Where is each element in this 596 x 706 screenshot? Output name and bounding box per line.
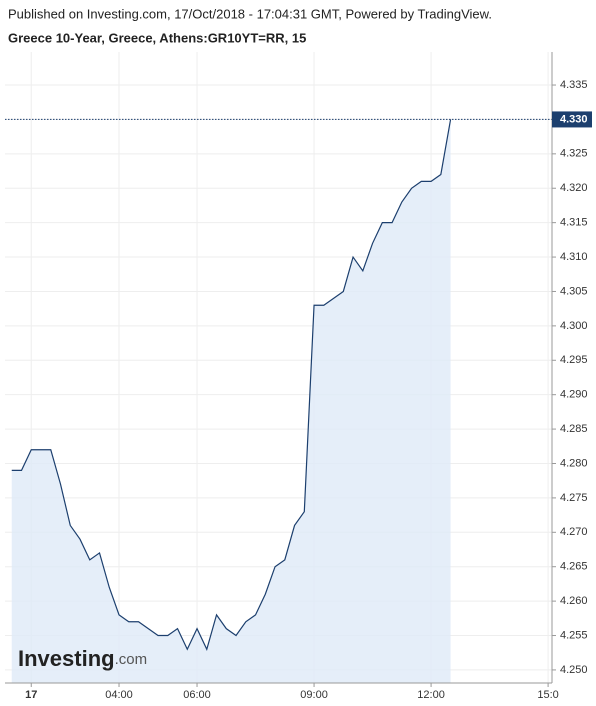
- watermark-brand: Investing: [18, 646, 115, 671]
- x-tick-label: 09:00: [300, 689, 328, 701]
- watermark: Investing.com: [18, 646, 147, 671]
- y-tick-label: 4.325: [560, 148, 588, 160]
- current-value-label: 4.330: [560, 113, 588, 125]
- y-tick-label: 4.260: [560, 595, 588, 607]
- area: [11, 119, 451, 683]
- y-tick-label: 4.250: [560, 664, 588, 676]
- y-tick-label: 4.305: [560, 285, 588, 297]
- x-tick-label: 12:00: [417, 689, 445, 701]
- y-tick-label: 4.255: [560, 629, 588, 641]
- y-tick-label: 4.335: [560, 79, 588, 91]
- y-tick-label: 4.295: [560, 354, 588, 366]
- y-tick-label: 4.300: [560, 320, 588, 332]
- y-tick-label: 4.290: [560, 389, 588, 401]
- y-tick-label: 4.280: [560, 457, 588, 469]
- x-tick-label: 04:00: [105, 689, 133, 701]
- y-tick-label: 4.265: [560, 561, 588, 573]
- current-value-box: [552, 111, 592, 128]
- y-tick-label: 4.275: [560, 492, 588, 504]
- x-tick-label: 06:00: [183, 689, 211, 701]
- line: [11, 119, 452, 651]
- y-tick-label: 4.315: [560, 217, 588, 229]
- y-tick-label: 4.285: [560, 423, 588, 435]
- x-tick-label: 15:0: [537, 689, 558, 701]
- y-tick-label: 4.310: [560, 251, 588, 263]
- y-tick-label: 4.270: [560, 526, 588, 538]
- watermark-suffix: .com: [115, 651, 148, 668]
- published-note: Published on Investing.com, 17/Oct/2018 …: [8, 6, 492, 21]
- y-tick-label: 4.320: [560, 182, 588, 194]
- chart-title: Greece 10-Year, Greece, Athens:GR10YT=RR…: [8, 30, 306, 45]
- x-tick-label: 17: [25, 689, 37, 701]
